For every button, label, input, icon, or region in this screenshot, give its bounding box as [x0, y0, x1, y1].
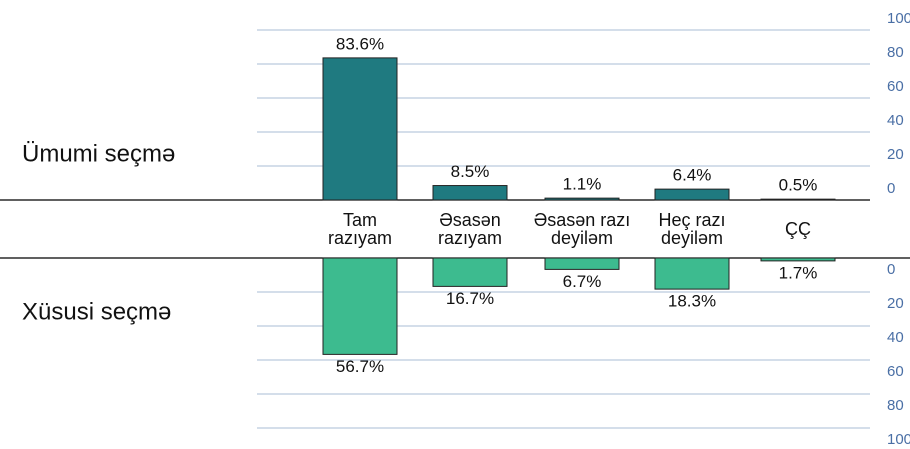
bar [654, 188, 730, 201]
bar [544, 197, 620, 201]
bar [544, 257, 620, 270]
bar [654, 257, 730, 290]
value-label: 83.6% [336, 34, 384, 53]
value-label: 0.5% [779, 176, 818, 195]
value-label: 18.3% [668, 292, 716, 311]
y-tick-label: 80 [887, 44, 904, 61]
y-tick-label: 60 [887, 78, 904, 95]
y-tick-label: 60 [887, 363, 904, 380]
value-label: 1.7% [779, 263, 818, 282]
y-tick-label: 20 [887, 295, 904, 312]
y-tick-label: 100 [887, 431, 910, 448]
value-label: 16.7% [446, 289, 494, 308]
value-label: 1.1% [563, 175, 602, 194]
bar [432, 185, 508, 201]
category-label: Əsasən razıyam [437, 210, 502, 248]
value-label: 56.7% [336, 357, 384, 376]
y-tick-label: 40 [887, 112, 904, 129]
bar [760, 257, 836, 262]
category-label: Tam razıyam [327, 210, 392, 248]
bar [760, 198, 836, 201]
category-label: Heç razı deyiləm [658, 210, 726, 248]
y-tick-label: 0 [887, 180, 895, 197]
category-label: ÇÇ [785, 219, 811, 239]
category-label: Əsasən razı deyiləm [533, 210, 631, 248]
y-tick-label: 0 [887, 261, 895, 278]
bar [322, 257, 398, 355]
y-tick-label: 20 [887, 146, 904, 163]
y-tick-label: 80 [887, 397, 904, 414]
y-tick-label: 40 [887, 329, 904, 346]
value-label: 8.5% [451, 162, 490, 181]
y-tick-label: 100 [887, 10, 910, 27]
value-label: 6.7% [563, 272, 602, 291]
bar [432, 257, 508, 287]
bar [322, 57, 398, 201]
value-label: 6.4% [673, 166, 712, 185]
panel-title: Xüsusi seçmə [22, 298, 171, 325]
panel-title: Ümumi seçmə [22, 140, 175, 167]
